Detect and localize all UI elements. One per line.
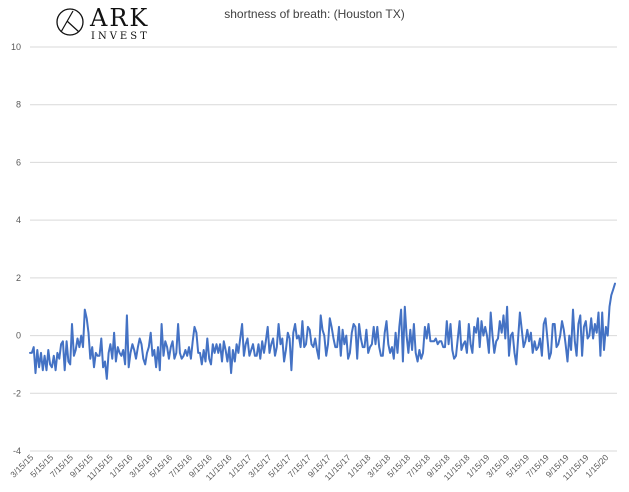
series-line — [29, 282, 616, 380]
y-tick-label: 4 — [16, 215, 21, 225]
y-tick-label: -2 — [13, 388, 21, 398]
y-tick-label: 10 — [11, 42, 21, 52]
y-tick-label: 8 — [16, 100, 21, 110]
logo-wordmark: ARK — [90, 4, 150, 32]
y-tick-label: 0 — [16, 331, 21, 341]
logo-subtitle: INVEST — [91, 31, 150, 42]
y-tick-label: 6 — [16, 157, 21, 167]
ark-invest-logo-icon — [55, 7, 85, 42]
ark-invest-logo: ARK INVEST — [55, 5, 150, 43]
y-tick-label: -4 — [13, 446, 21, 456]
y-tick-label: 2 — [16, 273, 21, 283]
chart-title: shortness of breath: (Houston TX) — [224, 7, 405, 21]
